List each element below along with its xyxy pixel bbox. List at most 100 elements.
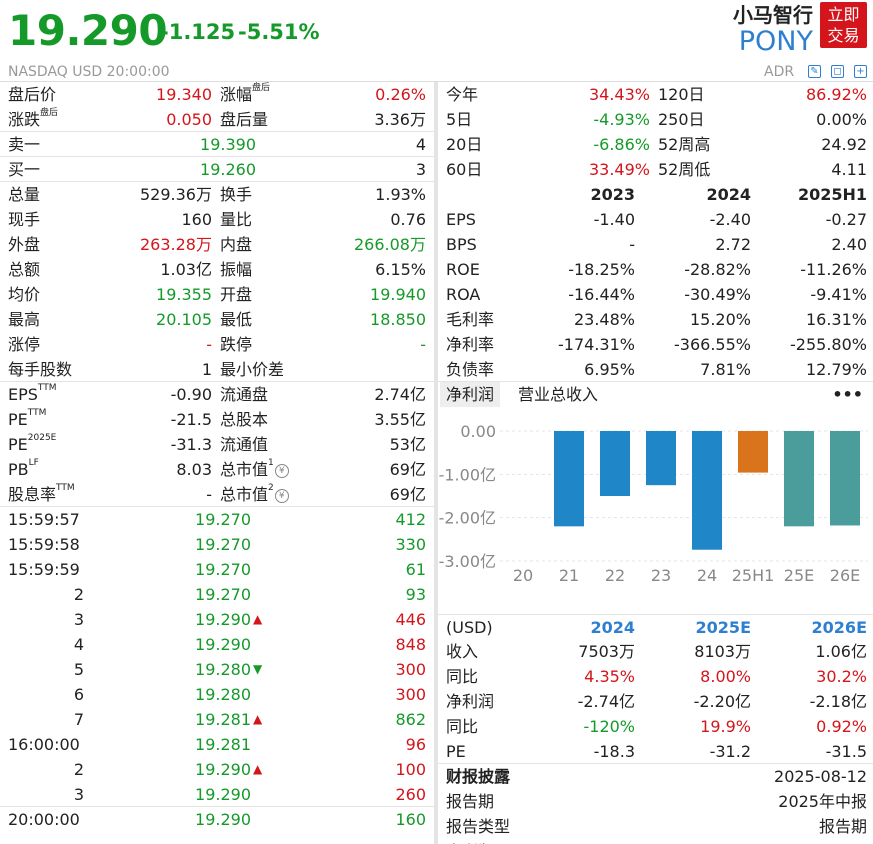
trade-button-label-1: 立即 xyxy=(827,5,860,24)
row-label-text: 涨跌 xyxy=(8,110,41,129)
tick-volume: 446 xyxy=(395,610,426,629)
disclosure-value: 2025年中报 xyxy=(778,792,867,811)
disclosure-label: 报告期 xyxy=(446,792,495,811)
tick-price: 19.270 xyxy=(195,560,251,579)
valuation-label-sup: 2 xyxy=(268,483,274,493)
y-tick-label: -2.00亿 xyxy=(439,509,496,528)
tick-time: 16:00:00 xyxy=(8,735,80,754)
financials-label: 负债率 xyxy=(446,360,495,379)
row-label: 盘后价 xyxy=(8,82,56,107)
adr-label: ADR xyxy=(764,64,795,80)
stat-value: 20.105 xyxy=(156,310,212,329)
tick-volume: 93 xyxy=(405,585,426,604)
returns-label: 52周低 xyxy=(658,160,711,179)
tab-net-profit[interactable]: 净利润 xyxy=(440,382,501,407)
stat-label: 换手 xyxy=(220,185,253,204)
forecast-year: 2026E xyxy=(811,618,867,637)
trade-now-button[interactable]: 立即 交易 xyxy=(820,2,867,48)
financials-value: - xyxy=(629,235,635,254)
valuation-value: 69亿 xyxy=(389,485,426,504)
returns-row: 60日 33.49% 52周低 4.11 xyxy=(438,157,873,182)
financials-value: 12.79% xyxy=(805,360,867,379)
currency-icon: ¥ xyxy=(274,464,289,478)
book-price: 19.390 xyxy=(200,135,256,154)
bar-22 xyxy=(600,431,630,496)
valuation-label-text: EPS xyxy=(8,385,38,404)
row-label-sup: 盘后 xyxy=(252,83,271,93)
stat-label: 量比 xyxy=(220,210,253,229)
book-size: 4 xyxy=(415,135,426,154)
row-value: 0.050 xyxy=(166,110,212,129)
returns-label: 5日 xyxy=(446,110,473,129)
tick-volume: 412 xyxy=(395,510,426,529)
tick-volume: 300 xyxy=(395,685,426,704)
tick-price: 19.281 xyxy=(195,735,251,754)
financials-year: 2024 xyxy=(706,185,751,204)
financials-value: -30.49% xyxy=(684,285,751,304)
forecast-value: 30.2% xyxy=(816,667,867,686)
tick-price: 19.280 xyxy=(195,660,251,679)
tick-volume: 160 xyxy=(395,810,426,829)
row-label: 涨跌盘后 xyxy=(8,107,58,132)
tick-row: 15:59:58 19.270 330 xyxy=(0,532,434,557)
stat-label: 总量 xyxy=(8,185,41,204)
stat-value: 1.03亿 xyxy=(160,260,212,279)
returns-label: 今年 xyxy=(446,85,479,104)
tick-time: 15:59:59 xyxy=(8,560,80,579)
financials-row: ROA -16.44% -30.49% -9.41% xyxy=(438,282,873,307)
stats-row: 总额 1.03亿 振幅 6.15% xyxy=(0,257,434,282)
valuation-label-text: PE xyxy=(8,410,28,429)
stat-label: 现手 xyxy=(8,210,41,229)
bar-25H1 xyxy=(738,431,768,473)
add-watchlist-icon[interactable]: + xyxy=(854,65,867,78)
returns-value: 34.43% xyxy=(588,85,650,104)
row-label-text: 盘后价 xyxy=(8,85,57,104)
stat-label: 内盘 xyxy=(220,235,253,254)
more-icon[interactable]: ••• xyxy=(832,385,863,404)
financials-value: 2.40 xyxy=(831,235,867,254)
financials-value: -0.27 xyxy=(825,210,867,229)
valuation-label: 股息率TTM xyxy=(8,482,75,507)
returns-value: 24.92 xyxy=(821,135,867,154)
tick-row: 15:59:57 19.270 412 xyxy=(0,507,434,532)
header-divider xyxy=(0,81,873,82)
tick-time: 2 xyxy=(73,760,84,779)
tab-total-revenue[interactable]: 营业总收入 xyxy=(518,385,599,404)
forecast-year: 2024 xyxy=(590,618,635,637)
x-tick-label: 26E xyxy=(830,566,860,585)
forecast-row: 同比 -120% 19.9% 0.92% xyxy=(438,714,873,739)
book-label: 卖一 xyxy=(8,135,41,154)
order-book-row: 卖一 19.390 4 xyxy=(0,132,434,157)
row-label: 涨幅盘后 xyxy=(220,82,270,107)
returns-label: 120日 xyxy=(658,85,705,104)
financials-row: EPS -1.40 -2.40 -0.27 xyxy=(438,207,873,232)
forecast-label: 同比 xyxy=(446,667,479,686)
tick-time: 6 xyxy=(73,685,84,704)
ticker-symbol: PONY xyxy=(738,26,813,57)
tick-time: 20:00:00 xyxy=(8,810,80,829)
tick-row: 4 19.290 848 xyxy=(0,632,434,657)
tick-volume: 100 xyxy=(395,760,426,779)
y-tick-label: -3.00亿 xyxy=(439,552,496,571)
forecast-row: PE -18.3 -31.2 -31.5 xyxy=(438,739,873,764)
alert-bell-icon[interactable]: ◻ xyxy=(831,65,844,78)
stat-value: 529.36万 xyxy=(140,185,212,204)
disclosure-title-row: 财报披露 2025-08-12 xyxy=(438,764,873,789)
forecast-value: -31.2 xyxy=(709,742,751,761)
tick-price: 19.270 xyxy=(195,510,251,529)
valuation-value: -21.5 xyxy=(170,410,212,429)
y-tick-label: -1.00亿 xyxy=(439,465,496,484)
financials-value: -16.44% xyxy=(568,285,635,304)
valuation-row: PBLF 8.03 总市值1¥ 69亿 xyxy=(0,457,434,482)
forecast-value: -2.74亿 xyxy=(577,692,635,711)
x-tick-label: 25E xyxy=(784,566,814,585)
tick-price: 19.290 xyxy=(195,760,251,779)
tick-price: 19.290 xyxy=(195,610,251,629)
valuation-value: 3.55亿 xyxy=(374,410,426,429)
bar-21 xyxy=(554,431,584,527)
tick-volume: 300 xyxy=(395,660,426,679)
edit-icon[interactable]: ✎ xyxy=(808,65,821,78)
financials-value: 23.48% xyxy=(573,310,635,329)
valuation-row: 股息率TTM - 总市值2¥ 69亿 xyxy=(0,482,434,507)
stat-value: 19.355 xyxy=(156,285,212,304)
